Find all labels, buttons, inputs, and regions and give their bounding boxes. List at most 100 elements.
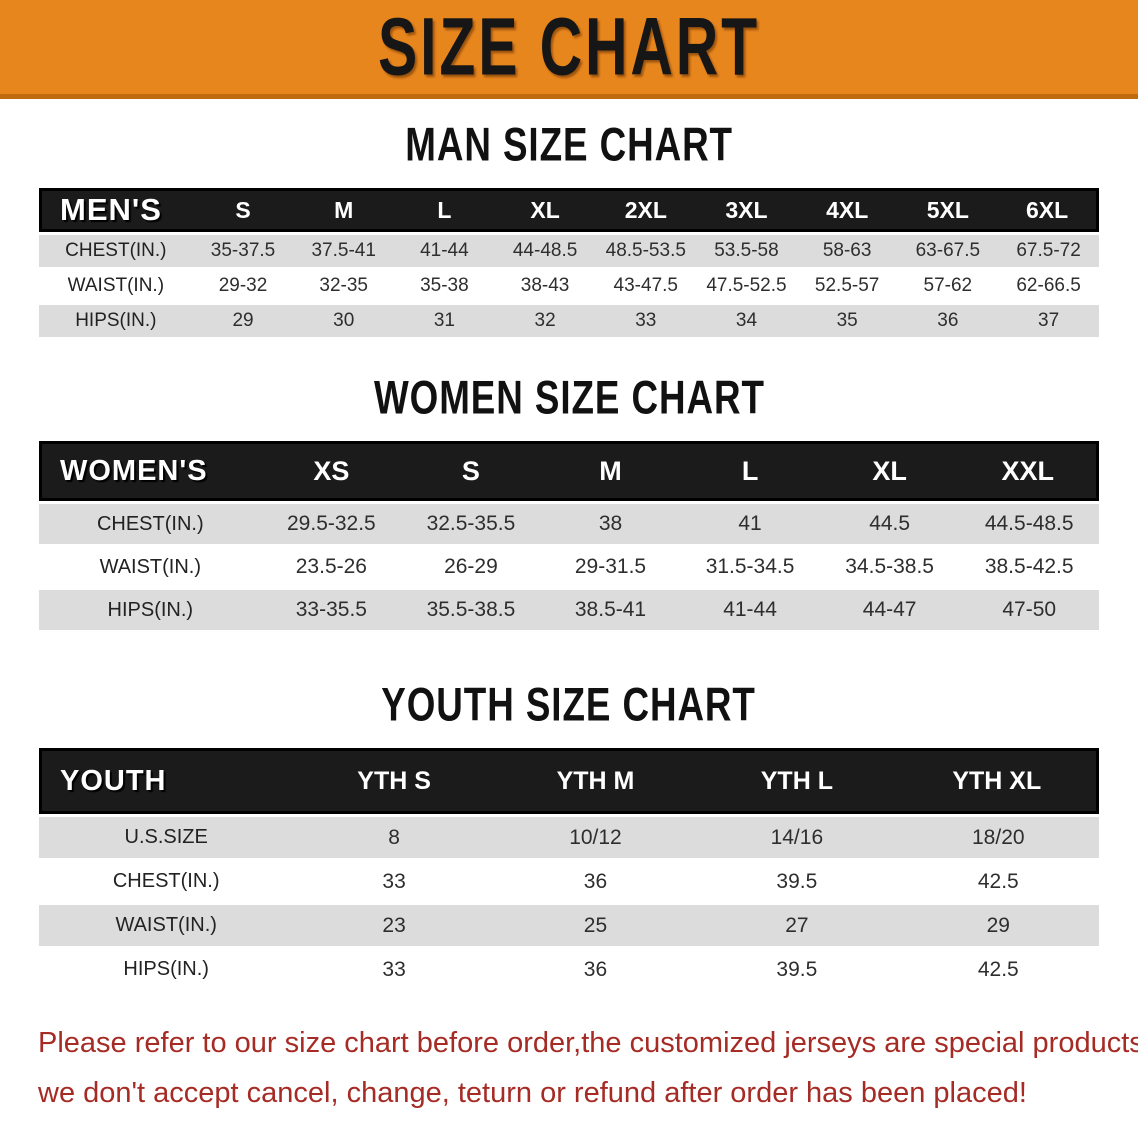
size-value-cell: 38.5-41 — [540, 590, 681, 630]
size-table-header-row: YOUTH YTH S YTH M YTH L YTH XL — [39, 748, 1099, 814]
size-value-cell: 35-37.5 — [192, 235, 294, 267]
disclaimer: Please refer to our size chart before or… — [38, 1019, 1138, 1119]
table-row: U.S.SIZE 8 10/12 14/16 18/20 — [39, 817, 1099, 858]
size-value-cell: 44-48.5 — [494, 235, 596, 267]
size-value-cell: 8 — [293, 817, 495, 858]
measurement-row-label: HIPS(IN.) — [39, 590, 262, 630]
size-value-cell: 36 — [494, 861, 697, 902]
women-size-table: WOMEN'S XS S M L XL XXL CHEST(IN.) 29.5-32.5 32.5… — [39, 438, 1099, 633]
measurement-row-label: HIPS(IN.) — [39, 949, 294, 990]
size-value-cell: 67.5-72 — [998, 235, 1099, 267]
size-value-cell: 32-35 — [293, 270, 395, 302]
size-value-cell: 44-47 — [819, 590, 960, 630]
size-value-cell: 33 — [293, 949, 495, 990]
measurement-row-label: WAIST(IN.) — [39, 547, 262, 587]
size-value-cell: 44.5-48.5 — [959, 504, 1099, 544]
men-section-heading-text: MAN SIZE CHART — [405, 119, 733, 171]
table-group-label: WOMEN'S — [39, 441, 262, 501]
size-value-cell: 35-38 — [394, 270, 495, 302]
table-row: CHEST(IN.) 35-37.5 37.5-41 41-44 44-48.5 48.5… — [39, 235, 1099, 267]
size-column-header: L — [680, 441, 820, 501]
size-value-cell: 27 — [696, 905, 898, 946]
size-value-cell: 52.5-57 — [796, 270, 898, 302]
measurement-row-label: CHEST(IN.) — [39, 504, 262, 544]
size-value-cell: 47.5-52.5 — [696, 270, 797, 302]
size-value-cell: 33 — [595, 305, 697, 337]
table-row: HIPS(IN.) 29 30 31 32 33 34 35 36 37 — [39, 305, 1099, 337]
size-value-cell: 35.5-38.5 — [401, 590, 541, 630]
size-value-cell: 35 — [796, 305, 898, 337]
table-row: WAIST(IN.) 29-32 32-35 35-38 38-43 43-47.5 47.… — [39, 270, 1099, 302]
size-column-header: XS — [261, 441, 402, 501]
size-value-cell: 32 — [494, 305, 596, 337]
women-section-heading: WOMEN SIZE CHART — [0, 372, 1138, 424]
size-column-header: 2XL — [595, 188, 697, 232]
youth-section-heading: YOUTH SIZE CHART — [0, 679, 1138, 731]
size-value-cell: 34 — [696, 305, 797, 337]
table-row: WAIST(IN.) 23 25 27 29 — [39, 905, 1099, 946]
size-value-cell: 48.5-53.5 — [595, 235, 697, 267]
section-women: WOMEN SIZE CHART WOMEN'S XS S M L XL XXL CHEST(… — [0, 372, 1138, 633]
size-value-cell: 57-62 — [897, 270, 999, 302]
size-value-cell: 37.5-41 — [293, 235, 395, 267]
size-table-header-row: WOMEN'S XS S M L XL XXL — [39, 441, 1099, 501]
size-value-cell: 38.5-42.5 — [959, 547, 1099, 587]
disclaimer-line-2: we don't accept cancel, change, teturn o… — [38, 1076, 1027, 1109]
size-value-cell: 53.5-58 — [696, 235, 797, 267]
size-value-cell: 18/20 — [897, 817, 1099, 858]
size-value-cell: 33 — [293, 861, 495, 902]
measurement-row-label: WAIST(IN.) — [39, 905, 294, 946]
size-value-cell: 37 — [998, 305, 1099, 337]
table-group-label: YOUTH — [39, 748, 294, 814]
size-column-header: 4XL — [796, 188, 898, 232]
size-column-header: 6XL — [998, 188, 1099, 232]
men-size-table: MEN'S S M L XL 2XL 3XL 4XL 5XL 6XL CHEST(IN.) 35-37… — [39, 185, 1099, 340]
size-value-cell: 29-31.5 — [540, 547, 681, 587]
size-value-cell: 41-44 — [394, 235, 495, 267]
table-group-label: MEN'S — [39, 188, 193, 232]
size-value-cell: 47-50 — [959, 590, 1099, 630]
measurement-row-label: WAIST(IN.) — [39, 270, 193, 302]
page-title: SIZE CHART — [378, 1, 760, 93]
size-value-cell: 44.5 — [819, 504, 960, 544]
section-youth: YOUTH SIZE CHART YOUTH YTH S YTH M YTH L YTH… — [0, 679, 1138, 993]
size-value-cell: 43-47.5 — [595, 270, 697, 302]
banner: SIZE CHART — [0, 0, 1138, 99]
size-column-header: L — [394, 188, 495, 232]
size-column-header: YTH L — [696, 748, 898, 814]
size-value-cell: 14/16 — [696, 817, 898, 858]
size-value-cell: 36 — [897, 305, 999, 337]
size-value-cell: 29 — [192, 305, 294, 337]
size-value-cell: 31.5-34.5 — [680, 547, 820, 587]
size-value-cell: 29 — [897, 905, 1099, 946]
size-column-header: YTH M — [494, 748, 697, 814]
size-value-cell: 38 — [540, 504, 681, 544]
size-value-cell: 29-32 — [192, 270, 294, 302]
size-column-header: 5XL — [897, 188, 999, 232]
size-value-cell: 23.5-26 — [261, 547, 402, 587]
size-column-header: M — [293, 188, 395, 232]
women-section-heading-text: WOMEN SIZE CHART — [373, 372, 765, 424]
size-column-header: YTH XL — [897, 748, 1099, 814]
table-row: CHEST(IN.) 33 36 39.5 42.5 — [39, 861, 1099, 902]
men-section-heading: MAN SIZE CHART — [0, 119, 1138, 171]
table-row: CHEST(IN.) 29.5-32.5 32.5-35.5 38 41 44.5 44.5… — [39, 504, 1099, 544]
size-column-header: XL — [494, 188, 596, 232]
size-value-cell: 36 — [494, 949, 697, 990]
size-value-cell: 31 — [394, 305, 495, 337]
measurement-row-label: HIPS(IN.) — [39, 305, 193, 337]
size-value-cell: 32.5-35.5 — [401, 504, 541, 544]
size-column-header: YTH S — [293, 748, 495, 814]
size-column-header: S — [192, 188, 294, 232]
youth-section-heading-text: YOUTH SIZE CHART — [381, 679, 757, 731]
disclaimer-line-1: Please refer to our size chart before or… — [38, 1027, 1138, 1059]
size-column-header: XL — [819, 441, 960, 501]
table-row: WAIST(IN.) 23.5-26 26-29 29-31.5 31.5-34.5 34… — [39, 547, 1099, 587]
size-value-cell: 39.5 — [696, 861, 898, 902]
measurement-row-label: CHEST(IN.) — [39, 235, 193, 267]
size-value-cell: 26-29 — [401, 547, 541, 587]
size-value-cell: 62-66.5 — [998, 270, 1099, 302]
size-table-header-row: MEN'S S M L XL 2XL 3XL 4XL 5XL 6XL — [39, 188, 1099, 232]
table-row: HIPS(IN.) 33 36 39.5 42.5 — [39, 949, 1099, 990]
